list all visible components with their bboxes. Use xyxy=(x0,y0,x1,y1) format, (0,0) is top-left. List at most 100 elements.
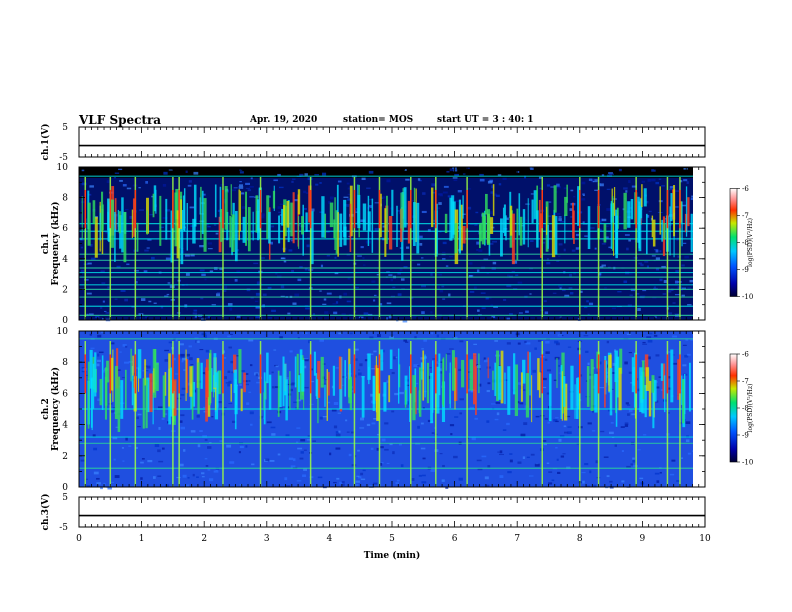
spectrogram-cell xyxy=(526,456,530,459)
spectrogram-cell xyxy=(164,359,169,362)
hiss-emission xyxy=(388,216,393,250)
spectrogram-cell xyxy=(601,264,606,267)
hiss-emission xyxy=(278,375,282,408)
hiss-emission xyxy=(454,368,456,410)
spectrogram-cell xyxy=(655,400,659,403)
spectrogram-cell xyxy=(357,449,360,452)
spectrogram-cell xyxy=(386,302,392,305)
spectrogram-cell xyxy=(469,290,475,293)
hiss-emission xyxy=(334,197,336,251)
spectrogram-cell xyxy=(182,357,187,361)
spectrogram-cell xyxy=(81,182,87,186)
spectrogram-cell xyxy=(279,336,283,340)
spectrogram-cell xyxy=(190,364,194,366)
hiss-emission xyxy=(418,367,422,417)
hiss-emission xyxy=(180,209,184,265)
spectrogram-cell xyxy=(445,265,449,267)
hiss-emission xyxy=(603,223,607,243)
spectrogram-cell xyxy=(278,407,283,410)
spectrogram-cell xyxy=(209,478,214,482)
spectrogram-cell xyxy=(262,293,267,297)
hiss-emission xyxy=(478,224,481,249)
spectrogram-cell xyxy=(97,398,101,401)
hiss-emission xyxy=(574,384,576,419)
spectrogram-cell xyxy=(228,380,232,384)
spectrogram-cell xyxy=(233,187,238,189)
spectrogram-cell xyxy=(469,406,475,410)
hiss-emission xyxy=(489,217,494,234)
spectrogram-cell xyxy=(638,262,643,265)
spectrogram-cell xyxy=(348,453,352,457)
spectrogram-cell xyxy=(194,314,198,318)
spectrogram-cell xyxy=(432,358,437,360)
spectrogram-cell xyxy=(617,291,622,293)
spectrogram-cell xyxy=(271,309,276,312)
spectrogram-cell xyxy=(573,195,576,198)
spectrogram-cell xyxy=(333,311,338,315)
x-tick-label: 3 xyxy=(264,534,270,544)
colorbar-tick-label: -7 xyxy=(742,378,749,386)
spectrogram-cell xyxy=(285,485,291,488)
spectrogram-cell xyxy=(403,339,408,342)
spectrogram-cell xyxy=(681,294,685,297)
spectrogram-cell xyxy=(168,169,173,171)
spectrogram-cell xyxy=(632,457,635,461)
spectrogram-cell xyxy=(672,354,675,356)
hiss-emission xyxy=(242,216,246,243)
spectrogram-cell xyxy=(584,306,588,309)
hiss-emission xyxy=(644,354,649,377)
hiss-emission xyxy=(99,212,101,241)
spectrogram-cell xyxy=(285,434,290,437)
spectrogram-cell xyxy=(404,169,407,171)
spectrogram-cell xyxy=(322,486,327,489)
spectrogram-cell xyxy=(373,350,377,353)
spectrogram-cell xyxy=(534,347,537,350)
hiss-emission xyxy=(670,193,673,222)
hiss-emission xyxy=(536,210,539,248)
spectrogram-cell xyxy=(361,177,366,181)
spectrogram-cell xyxy=(122,460,125,462)
hiss-emission xyxy=(282,356,285,407)
spectrogram-cell xyxy=(395,482,399,484)
spectrogram-cell xyxy=(558,216,562,218)
spectrogram-cell xyxy=(162,447,165,450)
spectrogram-cell xyxy=(120,290,126,292)
spectrogram-cell xyxy=(302,474,307,477)
spectrogram-cell xyxy=(134,270,139,272)
spectrogram-cell xyxy=(139,316,143,319)
hiss-emission xyxy=(415,387,417,415)
spectrogram-cell xyxy=(386,380,390,383)
spectrogram-cell xyxy=(486,389,490,393)
spectrogram-cell xyxy=(430,468,435,472)
spectrogram-cell xyxy=(681,287,687,290)
spectrogram-cell xyxy=(558,364,561,367)
hiss-emission xyxy=(590,359,594,412)
spectrogram-cell xyxy=(266,421,272,424)
spectrogram-cell xyxy=(546,258,549,261)
spectrogram-cell xyxy=(312,313,315,316)
spectrogram-cell xyxy=(347,193,351,196)
spectrogram-cell xyxy=(453,179,458,182)
spectrogram-cell xyxy=(546,184,551,187)
spectrogram-cell xyxy=(187,184,192,187)
spectrogram-cell xyxy=(452,177,458,179)
spectrogram-cell xyxy=(83,263,89,265)
spectrogram-cell xyxy=(255,373,258,377)
spectrogram-cell xyxy=(355,483,359,487)
spectrogram-cell xyxy=(414,336,417,339)
spectrogram-cell xyxy=(92,434,96,437)
spectrogram-cell xyxy=(585,350,589,353)
spectrogram-cell xyxy=(625,190,628,193)
hiss-emission xyxy=(509,205,513,236)
x-tick-label: 6 xyxy=(452,534,458,544)
hiss-emission xyxy=(182,195,185,231)
spectrogram-cell xyxy=(295,441,299,444)
spectrogram-cell xyxy=(100,486,103,490)
hiss-emission xyxy=(281,208,284,226)
spectrogram-cell xyxy=(358,316,364,319)
spectrogram-cell xyxy=(506,342,511,345)
spectrogram-cell xyxy=(604,287,607,289)
spectrogram-cell xyxy=(296,399,302,402)
hiss-emission xyxy=(266,352,269,384)
hiss-emission xyxy=(403,187,407,228)
